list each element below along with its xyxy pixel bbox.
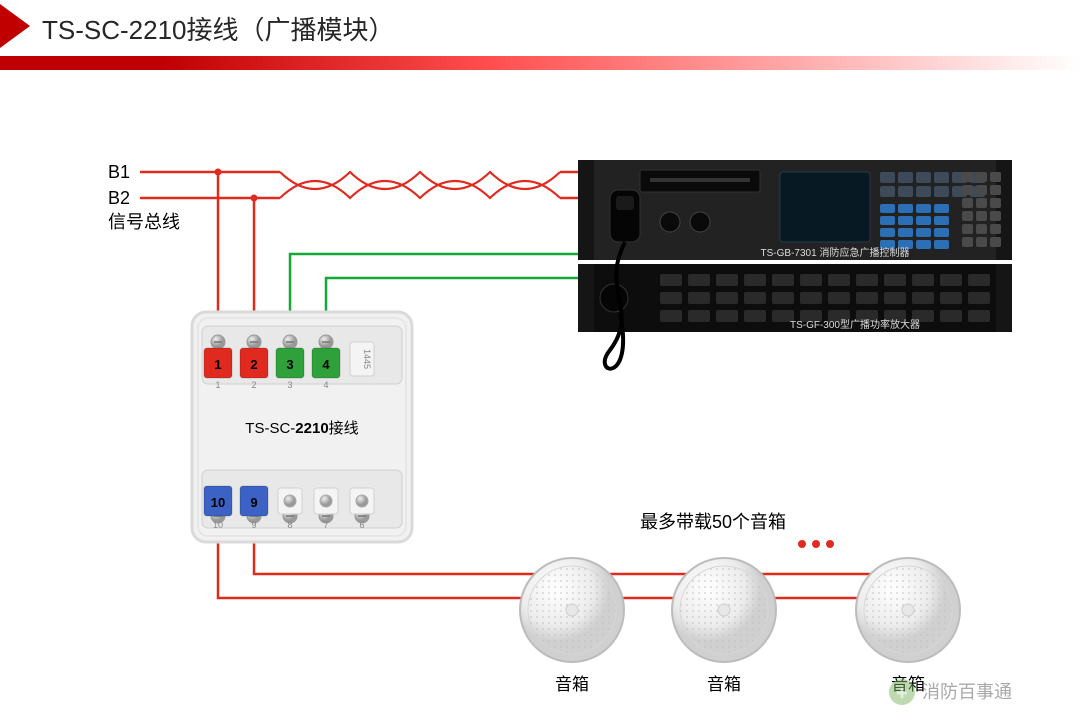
ellipsis-dot — [798, 540, 806, 548]
module-label: TS-SC-2210接线 — [245, 420, 358, 437]
watermark-text: 消防百事通 — [922, 682, 1012, 702]
keypad-key — [934, 204, 949, 213]
terminal-number: 1 — [214, 357, 221, 372]
twisted-pair-a — [280, 172, 560, 189]
keypad-key — [916, 216, 931, 225]
ellipsis-dot — [812, 540, 820, 548]
wiring-diagram: 1 1 2 2 3 3 4 4 1445 TS-SC-2210接线 10 10 9 9 8 7 6 TS-GB-… — [0, 80, 1080, 720]
terminal-number: 10 — [211, 495, 225, 510]
terminal-index: 2 — [251, 380, 256, 390]
keypad-key — [916, 204, 931, 213]
terminal-index: 9 — [251, 520, 256, 530]
terminal-number: 2 — [250, 357, 257, 372]
keypad-key — [934, 228, 949, 237]
knob-icon — [660, 212, 680, 232]
terminal-index: 8 — [287, 520, 292, 530]
keypad-key — [916, 240, 931, 249]
svg-text:✚: ✚ — [896, 685, 908, 701]
terminal-index: 1 — [215, 380, 220, 390]
speaker-label: 音箱 — [555, 675, 589, 694]
page-title: TS-SC-2210接线（广播模块） — [42, 10, 395, 47]
speaker-label: 音箱 — [707, 675, 741, 694]
terminal-number: 4 — [322, 357, 330, 372]
speaker: 音箱 — [672, 558, 776, 694]
title-triangle — [0, 4, 30, 48]
b2-label: B2 — [108, 188, 130, 208]
terminal-index: 10 — [213, 520, 223, 530]
terminal-index: 6 — [359, 520, 364, 530]
module-chip-label: 1445 — [362, 349, 372, 369]
keypad-key — [898, 216, 913, 225]
ellipsis-dot — [826, 540, 834, 548]
keypad-key — [898, 228, 913, 237]
rack-top-caption: TS-GB-7301 消防应急广播控制器 — [761, 246, 910, 259]
speaker-grille-icon — [600, 284, 628, 312]
title-stripe — [0, 56, 1080, 70]
keypad-key — [934, 240, 949, 249]
terminal-index: 3 — [287, 380, 292, 390]
terminal-index: 7 — [323, 520, 328, 530]
keypad-key — [880, 204, 895, 213]
terminal-number: 9 — [250, 495, 257, 510]
speaker: 音箱 — [520, 558, 624, 694]
keypad-key — [880, 216, 895, 225]
keypad-key — [934, 216, 949, 225]
title-bar: TS-SC-2210接线（广播模块） — [0, 0, 1080, 56]
twisted-pair-b — [280, 181, 560, 198]
keypad-key — [898, 204, 913, 213]
bus-label: 信号总线 — [108, 212, 180, 232]
keypad-key — [916, 228, 931, 237]
speaker: 音箱 — [856, 558, 960, 694]
b1-label: B1 — [108, 162, 130, 182]
keypad-key — [880, 228, 895, 237]
lcd-screen — [780, 172, 870, 242]
terminal-number: 3 — [286, 357, 293, 372]
max-speakers-note: 最多带载50个音箱 — [640, 512, 786, 532]
rack-bottom-caption: TS-GF-300型广播功率放大器 — [790, 318, 920, 331]
terminal-index: 4 — [323, 380, 328, 390]
